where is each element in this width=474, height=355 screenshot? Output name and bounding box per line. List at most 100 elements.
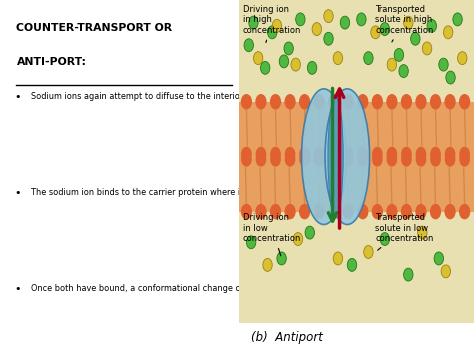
Circle shape [328,152,339,166]
Circle shape [445,152,456,166]
Circle shape [430,204,441,219]
Circle shape [340,16,350,29]
Circle shape [357,152,368,166]
Circle shape [394,48,404,61]
Circle shape [356,13,366,26]
Circle shape [386,94,398,109]
Circle shape [416,147,426,162]
Circle shape [459,204,470,219]
Text: Driving ion
in high
concentration: Driving ion in high concentration [243,5,301,43]
Circle shape [430,152,441,166]
Circle shape [343,147,354,162]
Circle shape [284,94,296,109]
Circle shape [328,94,339,109]
Circle shape [270,147,281,162]
Circle shape [422,42,432,55]
Circle shape [244,39,254,52]
Circle shape [291,58,301,71]
Circle shape [380,233,390,246]
Circle shape [241,152,252,166]
Text: •: • [14,284,21,294]
Circle shape [255,94,266,109]
Text: •: • [14,188,21,198]
Circle shape [372,147,383,162]
Circle shape [324,32,333,45]
Circle shape [347,258,356,271]
Circle shape [299,147,310,162]
Circle shape [459,94,470,109]
Circle shape [312,23,321,36]
Circle shape [299,94,310,109]
Circle shape [416,152,426,166]
Circle shape [364,52,373,65]
Circle shape [430,94,441,109]
Circle shape [439,58,448,71]
Circle shape [427,20,437,32]
Circle shape [446,71,455,84]
Circle shape [357,94,368,109]
Circle shape [270,94,281,109]
Circle shape [241,147,252,162]
Text: •: • [14,92,21,102]
Text: COUNTER-TRANSPORT OR: COUNTER-TRANSPORT OR [17,23,173,33]
Circle shape [308,61,317,74]
Circle shape [386,147,397,162]
Circle shape [357,204,368,219]
Circle shape [444,26,453,39]
Text: (b)  Antiport: (b) Antiport [251,331,323,344]
Circle shape [328,204,339,219]
Circle shape [314,147,325,162]
Text: The sodium ion binds to the carrier protein where it projects to the exterior su: The sodium ion binds to the carrier prot… [30,188,474,197]
Circle shape [285,147,295,162]
Circle shape [284,204,296,219]
Circle shape [380,23,390,36]
Bar [239,102,474,212]
Circle shape [343,204,354,219]
Circle shape [293,233,303,246]
Circle shape [445,147,456,162]
Circle shape [445,204,456,219]
Circle shape [403,16,413,29]
Text: Transported
solute in low
concentration: Transported solute in low concentration [375,213,434,250]
Circle shape [403,268,413,281]
Circle shape [399,65,408,77]
Text: Once both have bound, a conformational change occurs, and energy released by the: Once both have bound, a conformational c… [30,284,474,293]
Text: ANTI-PORT:: ANTI-PORT: [17,57,86,67]
Circle shape [314,152,325,166]
Circle shape [418,226,427,239]
Circle shape [430,147,441,162]
Circle shape [263,258,272,271]
Circle shape [255,204,266,219]
Circle shape [255,147,266,162]
Circle shape [313,94,325,109]
Circle shape [299,152,310,166]
Circle shape [364,246,373,258]
Circle shape [299,204,310,219]
Circle shape [401,94,412,109]
Circle shape [272,20,282,32]
Circle shape [372,152,383,166]
Circle shape [254,52,263,65]
Circle shape [459,152,470,166]
Ellipse shape [301,89,346,224]
Circle shape [386,152,397,166]
Circle shape [453,13,462,26]
Circle shape [401,152,412,166]
Circle shape [372,94,383,109]
Circle shape [459,147,470,162]
Text: Sodium ions again attempt to diffuse to the interior of the cell because of thei: Sodium ions again attempt to diffuse to … [30,92,474,101]
Circle shape [241,94,252,109]
Circle shape [328,147,339,162]
Circle shape [324,10,333,23]
Circle shape [267,26,277,39]
Circle shape [343,94,354,109]
Ellipse shape [325,89,370,224]
Circle shape [255,152,266,166]
Text: Driving ion
in low
concentration: Driving ion in low concentration [243,213,301,256]
Circle shape [343,152,354,166]
Circle shape [333,252,343,265]
Circle shape [357,147,368,162]
Circle shape [371,26,380,39]
Circle shape [415,94,427,109]
Circle shape [277,252,286,265]
